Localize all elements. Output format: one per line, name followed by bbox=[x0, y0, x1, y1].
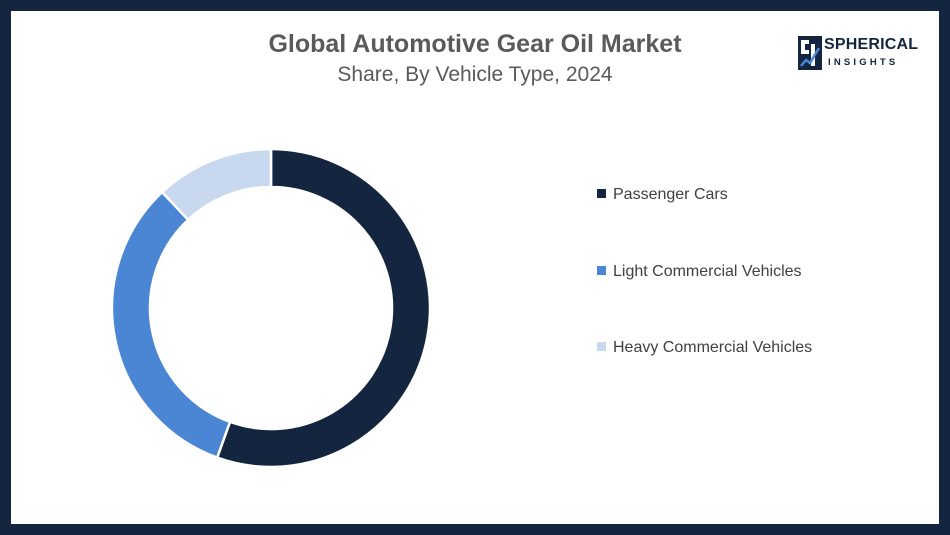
chart-subtitle: Share, By Vehicle Type, 2024 bbox=[337, 63, 613, 86]
legend-swatch bbox=[597, 342, 606, 351]
donut-slice-heavy-commercial-vehicles bbox=[160, 147, 273, 222]
legend-swatch bbox=[597, 189, 606, 198]
logo-word-insights: INSIGHTS bbox=[828, 57, 899, 68]
spherical-insights-logo: SPHERICAL INSIGHTS bbox=[798, 36, 918, 72]
legend-item: Passenger Cars bbox=[597, 185, 728, 205]
donut-slice-passenger-cars bbox=[215, 147, 432, 469]
legend-item: Heavy Commercial Vehicles bbox=[597, 338, 812, 358]
logo-word-spherical: SPHERICAL bbox=[824, 36, 919, 53]
donut-slice-light-commercial-vehicles bbox=[110, 190, 232, 460]
chart-title: Global Automotive Gear Oil Market bbox=[268, 30, 682, 58]
logo-mark-icon bbox=[798, 36, 822, 70]
legend-label: Passenger Cars bbox=[613, 186, 728, 203]
legend-label: Light Commercial Vehicles bbox=[613, 262, 802, 280]
legend-item: Light Commercial Vehicles bbox=[597, 262, 802, 282]
legend-label: Heavy Commercial Vehicles bbox=[613, 339, 813, 356]
legend-swatch bbox=[597, 265, 606, 275]
